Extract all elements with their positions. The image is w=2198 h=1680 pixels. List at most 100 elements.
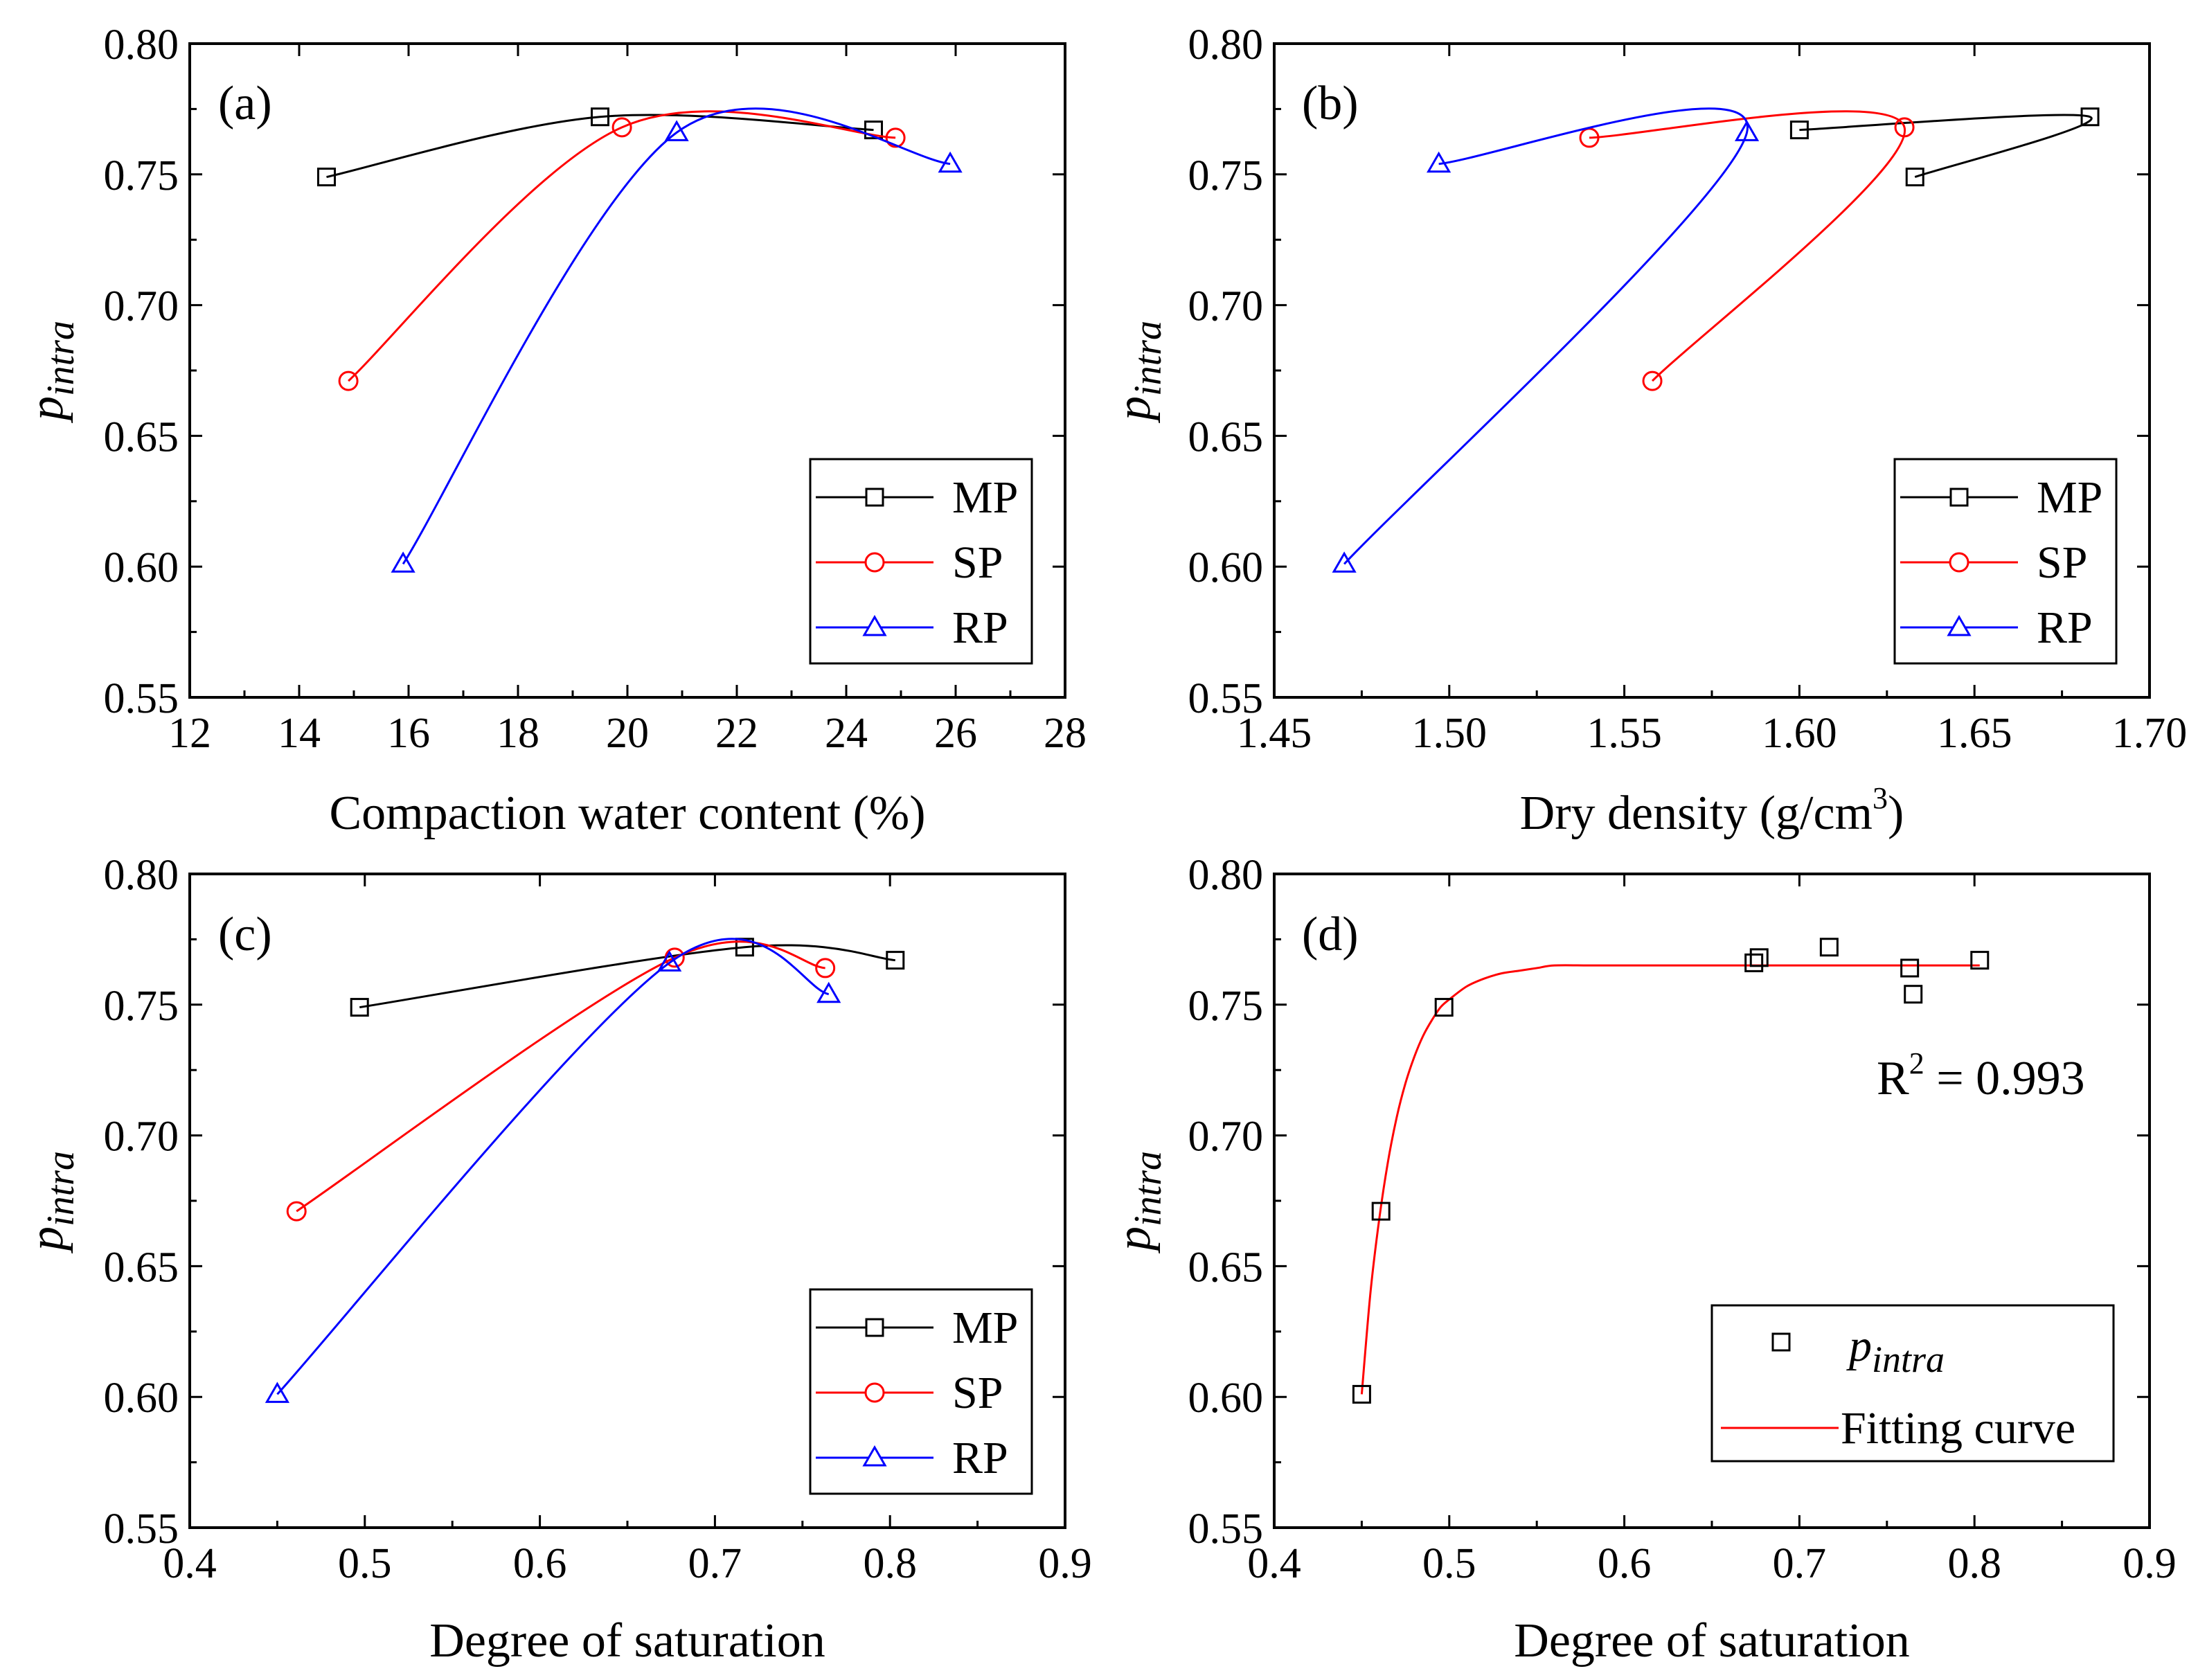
legend-label-sp: SP: [952, 1368, 1003, 1418]
y-axis-title-sub: intra: [1127, 1151, 1170, 1226]
data-point-rp: [265, 1382, 289, 1403]
x-tick-label: 0.8: [1947, 1540, 2001, 1587]
legend-label-rp: RP: [2037, 602, 2093, 653]
x-tick-label: 1.60: [1762, 710, 1837, 757]
y-tick-label: 0.75: [104, 152, 179, 199]
legend-label-mp: MP: [952, 472, 1018, 523]
x-axis-title-main: Dry density (g/cm: [1520, 787, 1873, 840]
y-axis-title-sub: intra: [1127, 321, 1170, 396]
legend-box: [1710, 1304, 2115, 1463]
y-axis-title: pintra: [1107, 1151, 1170, 1254]
r-squared-value: = 0.993: [1924, 1052, 2085, 1105]
x-axis-title-end: ): [1888, 787, 1904, 840]
x-axis-title: Degree of saturation: [429, 1614, 825, 1668]
data-point-sp: [885, 127, 906, 148]
data-point-rp: [657, 950, 682, 972]
legend-marker-rp: [1947, 614, 1972, 636]
y-tick-label: 0.70: [104, 283, 179, 330]
series-line-mp: [1799, 114, 2093, 178]
data-point-rp: [816, 981, 841, 1003]
x-tick-label: 20: [606, 710, 649, 757]
y-tick-label: 0.60: [1188, 544, 1264, 591]
x-tick-label: 0.4: [1247, 1540, 1301, 1587]
x-ticks: 0.4 0.5 0.6 0.7 0.8 0.9: [1247, 874, 2177, 1587]
series-line-mp: [359, 944, 895, 1009]
y-axis-title-main: p: [20, 1226, 73, 1254]
legend-marker-sp: [864, 552, 885, 573]
y-tick-label: 0.55: [1188, 1505, 1264, 1553]
x-tick-label: 0.5: [338, 1540, 392, 1587]
y-axis-title: pintra: [1107, 321, 1170, 424]
legend: MP SP RP: [1893, 458, 2118, 665]
legend-label-points-sub: intra: [1872, 1339, 1945, 1380]
legend-label-rp: RP: [952, 1433, 1008, 1483]
x-tick-label: 0.6: [1598, 1540, 1652, 1587]
data-point-mp: [317, 168, 336, 187]
y-ticks: 0.55 0.60 0.65 0.70 0.75 0.80: [104, 21, 1065, 722]
y-axis-title-main: p: [20, 396, 73, 424]
y-tick-label: 0.65: [104, 413, 179, 461]
y-tick-label: 0.65: [1188, 1244, 1264, 1291]
panel-a: 12 14 16 18 20 22 24 26 28 0.550.600.650.700.750…: [20, 21, 1087, 840]
x-tick-label: 24: [825, 710, 868, 757]
svg-text:pintra: pintra: [20, 1151, 82, 1254]
svg-text:pintra: pintra: [20, 321, 82, 424]
r-squared-sup: 2: [1909, 1046, 1924, 1080]
series-line-rp: [276, 938, 830, 1395]
y-ticks: 0.55 0.60 0.65 0.70 0.75 0.80: [104, 852, 1065, 1553]
legend-label-sp: SP: [952, 537, 1003, 588]
y-tick-label: 0.65: [1188, 413, 1264, 461]
y-tick-label: 0.60: [104, 544, 179, 591]
x-ticks: 12 14 16 18 20 22 24 26 28: [168, 44, 1087, 757]
data-point-sp: [1894, 117, 1915, 138]
x-axis-title: Compaction water content (%): [329, 787, 925, 840]
x-tick-label: 0.9: [1038, 1540, 1092, 1587]
series-line-mp: [326, 114, 874, 179]
y-tick-label: 0.80: [104, 852, 179, 899]
data-point-mp: [350, 998, 369, 1017]
legend-marker-points: [1771, 1332, 1791, 1352]
x-tick-label: 0.8: [863, 1540, 917, 1587]
data-point-mp: [735, 938, 754, 957]
x-tick-label: 12: [168, 710, 211, 757]
y-tick-label: 0.60: [1188, 1375, 1264, 1422]
data-point-mp: [1789, 120, 1809, 140]
data-point-sp: [1642, 370, 1663, 391]
x-tick-label: 16: [387, 710, 430, 757]
x-tick-label: 18: [497, 710, 539, 757]
legend-label-points-main: p: [1846, 1321, 1872, 1371]
y-axis-title-sub: intra: [39, 321, 82, 396]
legend: MP SP RP: [809, 1288, 1033, 1495]
series-layer: [1352, 938, 1990, 1404]
legend-label-rp: RP: [952, 602, 1008, 653]
fitting-curve: [1360, 964, 1980, 1395]
y-tick-label: 0.60: [104, 1375, 179, 1422]
data-point: [1352, 1384, 1371, 1404]
x-axis-title: Dry density (g/cm3): [1520, 781, 1904, 840]
y-axis-title-main: p: [1107, 1226, 1161, 1254]
y-tick-label: 0.80: [104, 21, 179, 69]
legend-label-mp: MP: [952, 1303, 1018, 1353]
data-point-rp: [1427, 151, 1451, 173]
x-tick-label: 14: [278, 710, 321, 757]
y-tick-label: 0.55: [1188, 675, 1264, 722]
x-axis-title-sup: 3: [1873, 781, 1888, 815]
x-tick-label: 28: [1044, 710, 1087, 757]
data-point-rp: [938, 151, 963, 173]
legend: MP SP RP: [809, 458, 1033, 665]
y-ticks: 0.55 0.60 0.65 0.70 0.75 0.80: [1188, 852, 2150, 1553]
data-point: [1904, 985, 1923, 1004]
data-point-mp: [591, 107, 609, 127]
data-point-mp: [886, 951, 905, 970]
x-tick-label: 26: [934, 710, 977, 757]
panel-label: (c): [218, 908, 272, 961]
series-line-rp: [1343, 107, 1749, 565]
legend-marker-sp: [864, 1382, 885, 1403]
series-line-rp: [402, 107, 951, 565]
series-line-sp: [1589, 110, 1906, 382]
data-point: [1819, 938, 1839, 957]
data-point: [1371, 1201, 1391, 1221]
x-tick-label: 1.70: [2112, 710, 2188, 757]
y-axis-title-main: p: [1107, 396, 1161, 424]
y-ticks: 0.55 0.60 0.65 0.70 0.75 0.80: [1188, 21, 2150, 722]
